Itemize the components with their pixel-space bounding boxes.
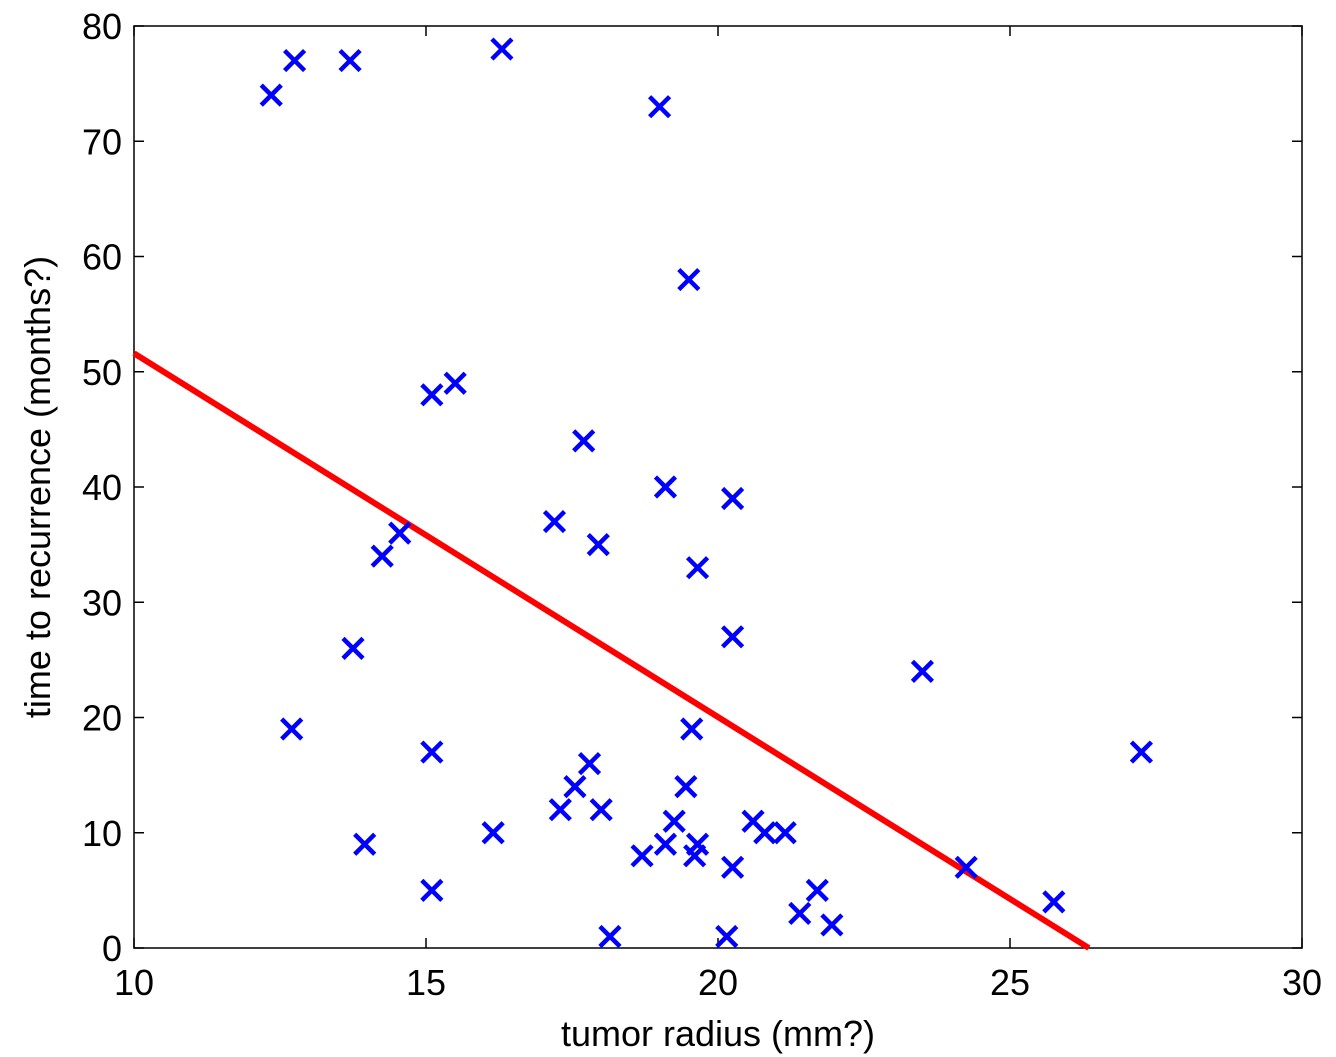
data-point (653, 832, 678, 856)
data-point (677, 267, 701, 292)
regression-line (132, 350, 1091, 951)
data-point (420, 740, 444, 764)
data-point (353, 832, 377, 856)
data-point (589, 798, 613, 822)
data-point (338, 48, 362, 73)
data-point (572, 429, 596, 453)
data-point (1042, 890, 1066, 914)
data-point (910, 659, 934, 683)
data-point (680, 717, 704, 741)
data-point (548, 798, 572, 822)
axis-ticks (133, 25, 1303, 949)
y-tick-label: 0 (102, 928, 122, 969)
data-point (685, 556, 710, 580)
y-tick-label: 50 (82, 352, 122, 393)
data-point (283, 48, 307, 73)
x-axis-title: tumor radius (mm?) (561, 1013, 875, 1054)
data-point (280, 717, 304, 741)
data-point (715, 924, 739, 949)
data-point (648, 95, 672, 119)
fit-line-layer (132, 350, 1091, 951)
data-point (630, 844, 654, 868)
y-axis-title: time to recurrence (months?) (17, 256, 58, 718)
data-point (490, 37, 514, 61)
data-point (662, 809, 686, 833)
x-tick-label: 30 (1282, 962, 1322, 1003)
x-tick-label: 25 (990, 962, 1030, 1003)
x-tick-label: 20 (698, 962, 738, 1003)
axes-box (133, 25, 1303, 949)
y-tick-label: 60 (82, 237, 122, 278)
data-point (721, 486, 745, 511)
data-point (683, 844, 707, 868)
y-tick-label: 80 (82, 6, 122, 47)
data-point (773, 821, 797, 845)
data-point (721, 855, 745, 879)
data-point (370, 544, 394, 568)
data-point (586, 533, 610, 557)
data-point (542, 509, 567, 534)
data-point (341, 636, 365, 660)
data-point (420, 878, 444, 902)
y-tick-label: 30 (82, 582, 122, 623)
x-tick-label: 15 (406, 962, 446, 1003)
data-point (388, 521, 412, 545)
data-point (721, 625, 745, 649)
data-point (805, 878, 829, 902)
data-point (1129, 740, 1153, 764)
data-point (598, 924, 622, 949)
data-point (820, 913, 844, 937)
y-tick-label: 10 (82, 813, 122, 854)
x-tick-label: 10 (114, 962, 154, 1003)
data-point (443, 371, 467, 395)
y-tick-label: 20 (82, 698, 122, 739)
data-point (674, 775, 698, 799)
data-point (577, 752, 602, 776)
data-point (653, 475, 678, 499)
data-point (420, 383, 444, 407)
data-point (954, 855, 978, 879)
data-point (481, 821, 505, 845)
data-point (788, 901, 812, 926)
y-tick-label: 40 (82, 467, 122, 508)
data-point (753, 821, 777, 845)
data-point (259, 83, 283, 107)
data-points-layer (259, 37, 1153, 949)
y-tick-label: 70 (82, 121, 122, 162)
data-point (563, 775, 587, 799)
plot-area (133, 25, 1303, 949)
